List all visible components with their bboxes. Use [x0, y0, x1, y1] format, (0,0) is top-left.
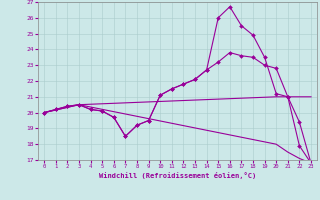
X-axis label: Windchill (Refroidissement éolien,°C): Windchill (Refroidissement éolien,°C)	[99, 172, 256, 179]
